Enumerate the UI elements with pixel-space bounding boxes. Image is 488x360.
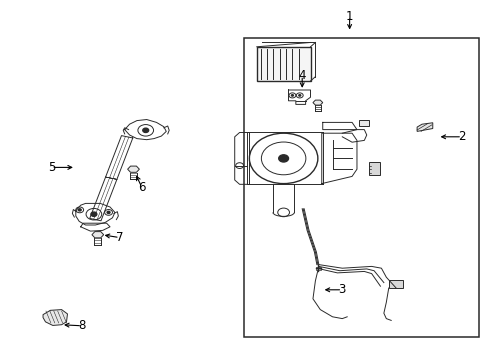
Circle shape	[91, 212, 97, 216]
Bar	[368, 162, 379, 175]
Circle shape	[291, 95, 293, 96]
Text: 8: 8	[78, 319, 86, 332]
Circle shape	[78, 209, 81, 211]
Text: 4: 4	[298, 69, 305, 82]
Bar	[388, 280, 403, 288]
Text: 2: 2	[457, 130, 465, 143]
Polygon shape	[127, 166, 139, 172]
Text: 1: 1	[345, 10, 353, 23]
Text: 6: 6	[138, 181, 145, 194]
Circle shape	[107, 211, 110, 213]
Circle shape	[278, 155, 288, 162]
Text: 5: 5	[47, 161, 55, 174]
Text: 3: 3	[338, 283, 346, 296]
Bar	[244, 38, 478, 337]
Text: 7: 7	[116, 231, 123, 244]
Polygon shape	[416, 123, 432, 131]
Polygon shape	[312, 100, 322, 105]
Polygon shape	[43, 310, 67, 325]
Bar	[359, 120, 368, 126]
Circle shape	[298, 95, 300, 96]
Bar	[315, 267, 320, 270]
Bar	[256, 47, 310, 81]
Polygon shape	[92, 231, 103, 238]
Circle shape	[142, 128, 148, 132]
